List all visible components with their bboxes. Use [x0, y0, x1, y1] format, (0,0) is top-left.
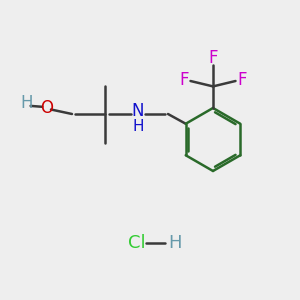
Text: H: H — [21, 94, 33, 112]
Text: Cl: Cl — [128, 234, 146, 252]
Text: O: O — [40, 99, 53, 117]
Text: F: F — [237, 70, 247, 88]
Text: H: H — [132, 119, 144, 134]
Text: F: F — [208, 49, 218, 67]
Text: N: N — [132, 102, 144, 120]
Text: H: H — [169, 234, 182, 252]
Text: F: F — [179, 70, 189, 88]
